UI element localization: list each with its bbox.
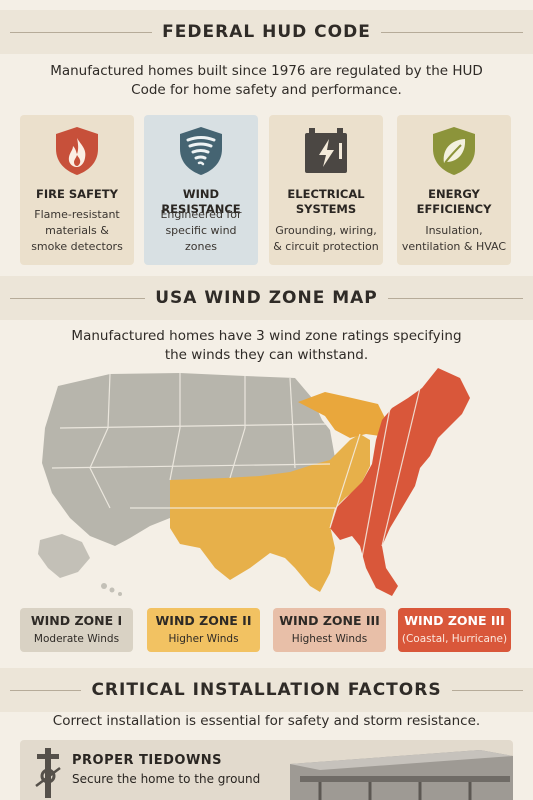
card-desc-line: Insulation,: [425, 224, 483, 237]
zone-3-coastal-badge: WIND ZONE III (Coastal, Hurricane): [398, 608, 511, 652]
tiedown-desc: Secure the home to the ground: [72, 772, 261, 786]
zone-desc: (Coastal, Hurricane): [401, 633, 508, 645]
wind-intro-line2: the winds they can withstand.: [164, 347, 369, 363]
card-desc-line: specific wind: [165, 224, 237, 237]
hud-intro: Manufactured homes built since 1976 are …: [0, 62, 533, 100]
usa-wind-zone-map: [38, 368, 470, 596]
zone-title: WIND ZONE III: [279, 613, 380, 628]
zone-2-region: [298, 392, 385, 438]
card-electrical-systems: ELECTRICAL SYSTEMS Grounding, wiring, & …: [269, 115, 383, 265]
zone-3-badge: WIND ZONE III Highest Winds: [273, 608, 386, 652]
zone-desc: Highest Winds: [291, 633, 368, 645]
alaska-region: [38, 534, 90, 578]
zone-title: WIND ZONE I: [30, 613, 123, 628]
zone-1-badge: WIND ZONE I Moderate Winds: [20, 608, 133, 652]
zone-title: WIND ZONE II: [155, 613, 252, 628]
card-title: ELECTRICAL SYSTEMS: [271, 187, 381, 217]
card-desc-line: zones: [185, 240, 217, 253]
header-rule-right: [387, 297, 523, 299]
hud-intro-line1: Manufactured homes built since 1976 are …: [50, 63, 483, 79]
wind-intro-line1: Manufactured homes have 3 wind zone rati…: [71, 328, 462, 344]
wind-title: USA WIND ZONE MAP: [155, 288, 378, 308]
wind-intro: Manufactured homes have 3 wind zone rati…: [0, 327, 533, 365]
card-fire-safety: FIRE SAFETY Flame-resistant materials & …: [20, 115, 134, 265]
tornado-shield-icon: [180, 127, 222, 175]
wind-header: USA WIND ZONE MAP: [0, 276, 533, 320]
card-desc-line: Engineered for: [160, 208, 242, 221]
hud-feature-cards: FIRE SAFETY Flame-resistant materials & …: [20, 115, 513, 265]
card-title-line: ENERGY: [428, 187, 480, 201]
card-title: FIRE SAFETY: [36, 187, 118, 201]
zone-desc: Moderate Winds: [33, 633, 120, 645]
tiedown-title: PROPER TIEDOWNS: [72, 753, 223, 768]
battery-bolt-icon: [305, 128, 347, 173]
zone-title: WIND ZONE III: [404, 613, 505, 628]
card-desc-line: smoke detectors: [31, 240, 123, 253]
card-title: ENERGY EFFICIENCY: [399, 187, 509, 217]
tiedown-anchor-icon: [35, 748, 61, 798]
card-desc-line: & circuit protection: [273, 240, 379, 253]
card-desc-line: Flame-resistant: [34, 208, 120, 221]
header-rule-left: [10, 297, 146, 299]
hud-header: FEDERAL HUD CODE: [0, 10, 533, 54]
hawaii-island: [118, 592, 122, 596]
zone-desc: Higher Winds: [168, 633, 239, 645]
hawaii-island: [101, 583, 107, 589]
header-rule-left: [10, 31, 153, 33]
header-rule-right: [451, 689, 523, 691]
header-rule-right: [380, 31, 524, 33]
hud-intro-line2: Code for home safety and performance.: [131, 82, 402, 98]
card-desc-line: ventilation & HVAC: [401, 240, 507, 253]
hud-title: FEDERAL HUD CODE: [162, 22, 371, 42]
card-desc-line: materials &: [45, 224, 109, 237]
card-title-line: ELECTRICAL: [287, 187, 365, 201]
install-header: CRITICAL INSTALLATION FACTORS: [0, 668, 533, 712]
home-foundation-illustration: [290, 750, 513, 800]
flame-shield-icon: [56, 127, 98, 175]
card-title-line: EFFICIENCY: [416, 202, 492, 216]
card-proper-tiedowns: PROPER TIEDOWNS Secure the home to the g…: [20, 740, 513, 800]
install-title: CRITICAL INSTALLATION FACTORS: [91, 680, 442, 700]
card-title-line: SYSTEMS: [295, 202, 357, 216]
card-desc-line: Grounding, wiring,: [275, 224, 377, 237]
header-rule-left: [10, 689, 82, 691]
wind-zone-legend: WIND ZONE I Moderate Winds WIND ZONE II …: [20, 608, 513, 652]
leaf-shield-icon: [433, 127, 475, 175]
install-intro: Correct installation is essential for sa…: [52, 713, 481, 729]
card-title: WIND RESISTANCE: [161, 187, 241, 216]
state-borders: [51, 373, 421, 569]
zone-2-region: [170, 434, 370, 592]
hawaii-island: [109, 587, 115, 593]
card-energy-efficiency: ENERGY EFFICIENCY Insulation, ventilatio…: [397, 115, 511, 265]
card-wind-resistance: WIND RESISTANCE Engineered for specific …: [144, 115, 258, 265]
zone-2-badge: WIND ZONE II Higher Winds: [147, 608, 260, 652]
